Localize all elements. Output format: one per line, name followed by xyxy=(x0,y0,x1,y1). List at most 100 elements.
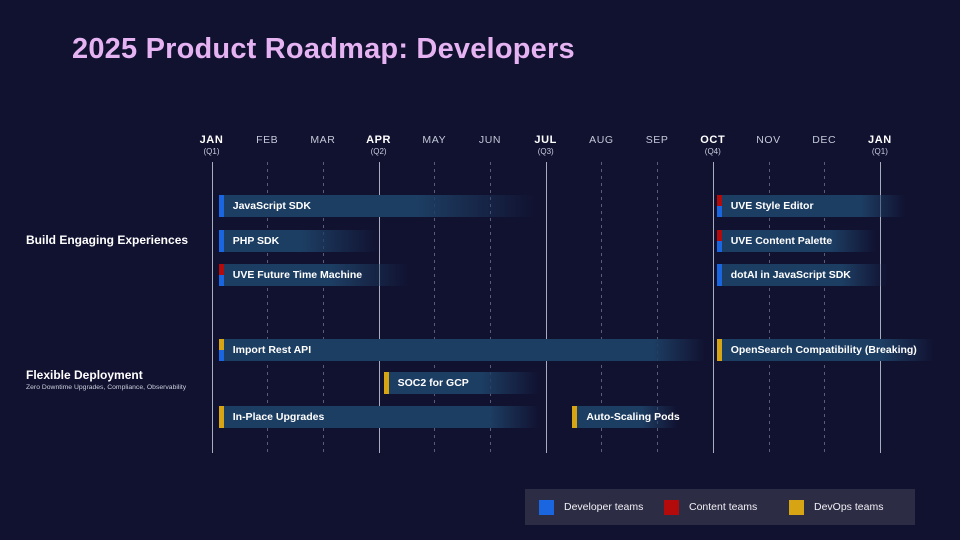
group-title: Build Engaging Experiences xyxy=(26,233,189,247)
content-team-stripe xyxy=(716,230,722,241)
month-label: JAN xyxy=(199,134,224,146)
team-accent xyxy=(716,339,722,361)
bar-label: UVE Future Time Machine xyxy=(232,269,363,281)
roadmap-bar-javascript-sdk: JavaScript SDK xyxy=(218,195,538,217)
month-header-oct-q4: OCT (Q4) xyxy=(683,134,743,156)
team-accent xyxy=(218,230,224,252)
roadmap-bar-soc2-for-gcp: SOC2 for GCP xyxy=(383,372,541,394)
month-header-feb: FEB xyxy=(237,134,297,146)
developer-team-stripe xyxy=(716,264,722,286)
roadmap-bar-import-rest-api: Import Rest API xyxy=(218,339,706,361)
quarter-gridline xyxy=(879,162,882,453)
roadmap-bar-php-sdk: PHP SDK xyxy=(218,230,381,252)
bar-label: In-Place Upgrades xyxy=(232,411,325,423)
quarter-label: (Q2) xyxy=(370,147,387,156)
quarter-gridline xyxy=(378,162,381,453)
developer-team-stripe xyxy=(218,275,224,286)
month-gridline xyxy=(657,162,659,453)
month-header-jul-q3: JUL (Q3) xyxy=(516,134,576,156)
legend-label: Developer teams xyxy=(564,501,644,513)
developer-team-stripe xyxy=(218,195,224,217)
month-gridline xyxy=(267,162,269,453)
developer-team-stripe xyxy=(716,206,722,217)
bar-label: JavaScript SDK xyxy=(232,200,311,212)
legend-label: DevOps teams xyxy=(814,501,884,513)
month-label: MAR xyxy=(310,134,336,146)
devops-team-stripe xyxy=(716,339,722,361)
roadmap-bar-auto-scaling-pods: Auto-Scaling Pods xyxy=(572,406,680,428)
content-swatch xyxy=(664,499,679,515)
page-title: 2025 Product Roadmap: Developers xyxy=(72,33,575,65)
month-label: JUL xyxy=(534,134,557,146)
group-subtitle: Zero Downtime Upgrades, Compliance, Obse… xyxy=(26,384,187,391)
month-header-jun: JUN xyxy=(460,134,520,146)
month-header-aug: AUG xyxy=(571,134,631,146)
month-label: APR xyxy=(366,134,392,146)
bar-label: OpenSearch Compatibility (Breaking) xyxy=(730,344,917,356)
team-accent xyxy=(218,339,224,361)
legend-item-devops: DevOps teams xyxy=(789,499,914,515)
devops-team-stripe xyxy=(383,372,389,394)
month-label: JUN xyxy=(478,134,502,146)
month-label: NOV xyxy=(756,134,781,146)
quarter-label: (Q1) xyxy=(871,147,888,156)
roadmap-bar-uve-content-palette: UVE Content Palette xyxy=(716,230,877,252)
developer-swatch xyxy=(539,499,554,515)
quarter-gridline xyxy=(211,162,213,453)
month-label: DEC xyxy=(812,134,837,146)
devops-team-stripe xyxy=(218,339,224,350)
month-header-sep: SEP xyxy=(627,134,687,146)
month-label: OCT xyxy=(700,134,726,146)
developer-team-stripe xyxy=(218,350,224,361)
team-accent xyxy=(716,195,722,217)
team-accent xyxy=(383,372,389,394)
month-header-jan-q1: JAN (Q1) xyxy=(850,134,910,156)
content-team-stripe xyxy=(716,195,722,206)
bar-label: SOC2 for GCP xyxy=(397,377,469,389)
team-accent xyxy=(218,195,224,217)
month-gridline xyxy=(322,162,324,453)
legend-item-developer: Developer teams xyxy=(539,499,664,515)
group-label-build-engaging-experiences: Build Engaging Experiences xyxy=(26,233,188,247)
month-header-jan-q1: JAN (Q1) xyxy=(182,134,242,156)
legend-panel: Developer teams Content teams DevOps teams xyxy=(525,489,915,525)
bar-label: PHP SDK xyxy=(232,235,280,247)
content-team-stripe xyxy=(218,264,224,275)
quarter-gridline xyxy=(712,162,715,453)
quarter-label: (Q3) xyxy=(537,147,554,156)
month-label: SEP xyxy=(645,134,669,146)
developer-team-stripe xyxy=(218,230,224,252)
quarter-label: (Q4) xyxy=(704,147,721,156)
team-accent xyxy=(572,406,578,428)
developer-team-stripe xyxy=(716,241,722,252)
quarter-label: (Q1) xyxy=(203,147,220,156)
group-title: Flexible Deployment xyxy=(26,368,143,382)
quarter-gridline xyxy=(545,162,548,453)
month-header-mar: MAR xyxy=(293,134,353,146)
devops-team-stripe xyxy=(572,406,578,428)
month-header-dec: DEC xyxy=(794,134,854,146)
legend-item-content: Content teams xyxy=(664,499,789,515)
team-accent xyxy=(218,264,224,286)
group-label-flexible-deployment: Flexible Deployment Zero Downtime Upgrad… xyxy=(26,368,186,391)
month-gridline xyxy=(601,162,603,453)
bar-label: dotAI in JavaScript SDK xyxy=(730,269,851,281)
month-header-nov: NOV xyxy=(739,134,799,146)
roadmap-bar-uve-future-time-machine: UVE Future Time Machine xyxy=(218,264,411,286)
month-gridline xyxy=(434,162,436,453)
devops-team-stripe xyxy=(218,406,224,428)
bar-label: UVE Style Editor xyxy=(730,200,814,212)
team-accent xyxy=(218,406,224,428)
team-accent xyxy=(716,264,722,286)
month-header-may: MAY xyxy=(404,134,464,146)
bar-label: Import Rest API xyxy=(232,344,312,356)
month-header-apr-q2: APR (Q2) xyxy=(349,134,409,156)
roadmap-bar-opensearch-compatibility-breaking: OpenSearch Compatibility (Breaking) xyxy=(716,339,936,361)
month-gridline xyxy=(824,162,826,453)
month-gridline xyxy=(768,162,770,453)
bar-label: UVE Content Palette xyxy=(730,235,833,247)
legend-label: Content teams xyxy=(689,501,758,513)
roadmap-bar-uve-style-editor: UVE Style Editor xyxy=(716,195,906,217)
devops-swatch xyxy=(789,499,804,515)
